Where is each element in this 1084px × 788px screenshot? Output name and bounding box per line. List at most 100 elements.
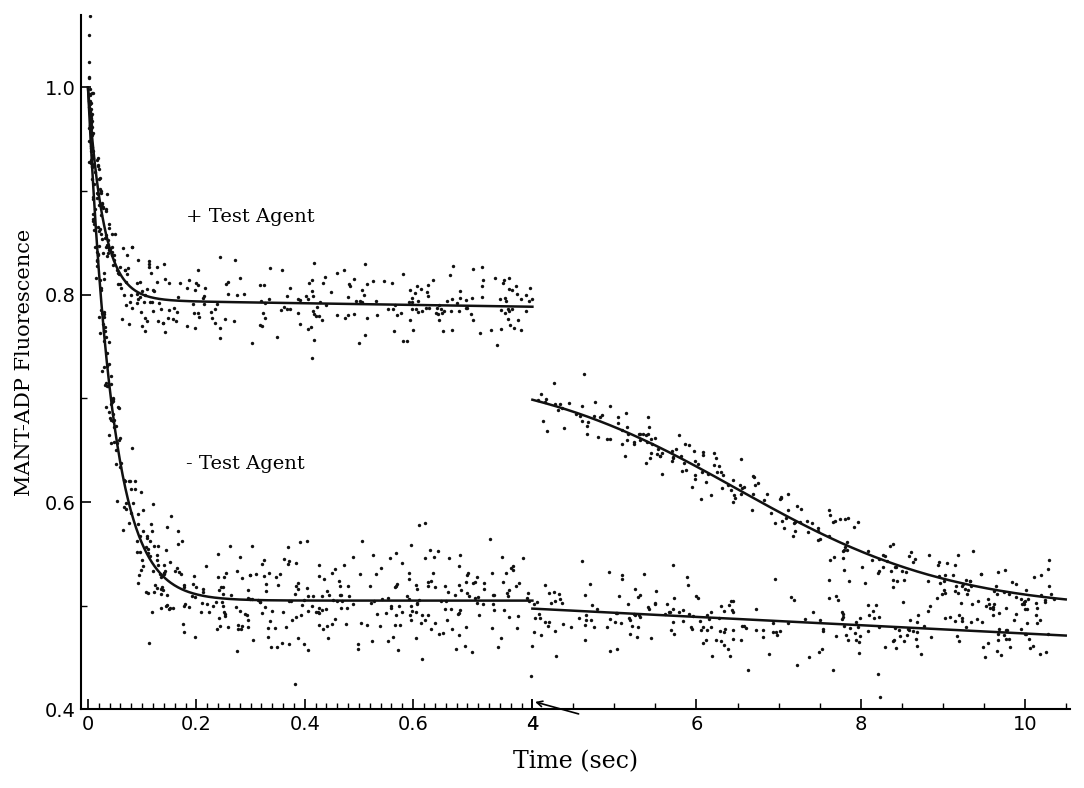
Point xyxy=(894,574,912,586)
Point xyxy=(643,438,660,451)
Point xyxy=(86,218,103,231)
Point xyxy=(629,621,646,634)
Point xyxy=(721,650,738,663)
Point xyxy=(803,606,821,619)
Point xyxy=(642,632,659,645)
Point xyxy=(989,634,1006,646)
Point xyxy=(117,299,134,311)
Point xyxy=(351,567,369,580)
Point xyxy=(625,583,643,596)
Point xyxy=(92,284,109,296)
Point xyxy=(452,583,469,596)
Point xyxy=(410,519,427,531)
Point xyxy=(155,317,172,329)
Point xyxy=(634,428,651,440)
Point xyxy=(268,331,285,344)
Point xyxy=(537,616,554,629)
Point xyxy=(468,571,486,584)
Point xyxy=(413,653,430,666)
Point xyxy=(824,664,841,677)
Point xyxy=(601,400,618,412)
Point xyxy=(209,548,227,560)
Point xyxy=(799,526,816,538)
Point xyxy=(85,214,102,226)
Point xyxy=(393,606,411,619)
Point xyxy=(221,539,238,552)
Point xyxy=(495,307,513,319)
Point xyxy=(85,87,102,100)
Point xyxy=(129,254,146,266)
Point xyxy=(705,459,722,471)
Point xyxy=(450,578,467,591)
Point xyxy=(185,284,203,296)
Point xyxy=(520,594,538,607)
Point xyxy=(289,307,307,319)
Point xyxy=(326,612,344,625)
Point xyxy=(107,419,125,432)
Point xyxy=(630,609,647,622)
Point xyxy=(310,601,327,614)
Point xyxy=(791,503,809,515)
Point xyxy=(736,622,753,634)
Point xyxy=(122,241,140,254)
Point xyxy=(281,595,298,608)
Point xyxy=(352,296,370,308)
Point xyxy=(299,322,317,335)
Point xyxy=(900,623,917,636)
Point xyxy=(243,540,260,552)
Point xyxy=(275,301,293,314)
Point xyxy=(129,577,146,589)
Point xyxy=(304,274,321,287)
Point xyxy=(160,303,178,316)
Point xyxy=(339,290,357,303)
Point xyxy=(547,649,565,662)
Point xyxy=(154,584,171,597)
Point xyxy=(168,562,185,574)
Point xyxy=(169,290,186,303)
Point xyxy=(788,659,805,671)
Point xyxy=(593,408,610,421)
Point xyxy=(997,623,1015,636)
Point xyxy=(612,438,630,451)
Point xyxy=(833,605,850,618)
Point xyxy=(611,617,629,630)
Point xyxy=(457,294,475,307)
Point xyxy=(973,641,991,653)
Point xyxy=(418,289,436,302)
Point xyxy=(956,582,973,595)
Point xyxy=(847,634,864,646)
Point xyxy=(180,601,197,614)
Point xyxy=(80,29,98,42)
Point xyxy=(589,431,606,444)
Point xyxy=(1005,614,1022,626)
Point xyxy=(251,319,269,332)
Point xyxy=(104,415,121,428)
Point xyxy=(1012,593,1030,605)
Point xyxy=(837,629,854,641)
Point xyxy=(92,304,109,317)
Point xyxy=(834,545,851,558)
Point xyxy=(492,304,509,317)
Point xyxy=(164,602,181,615)
Point xyxy=(475,582,492,595)
Point xyxy=(485,604,502,616)
Point xyxy=(260,567,278,579)
Point xyxy=(261,262,279,275)
Point xyxy=(377,607,395,619)
Point xyxy=(95,325,113,338)
Point xyxy=(85,191,102,203)
Point xyxy=(836,513,853,526)
Point xyxy=(116,264,133,277)
Point xyxy=(491,631,508,644)
Point xyxy=(218,567,235,579)
Point xyxy=(723,604,740,617)
Point xyxy=(928,592,945,604)
Point xyxy=(228,601,245,614)
Point xyxy=(146,579,164,592)
Point xyxy=(451,604,468,616)
Point xyxy=(766,516,784,529)
Point xyxy=(1016,603,1033,615)
Point xyxy=(450,629,467,641)
Point xyxy=(137,289,154,302)
Point xyxy=(418,576,436,589)
